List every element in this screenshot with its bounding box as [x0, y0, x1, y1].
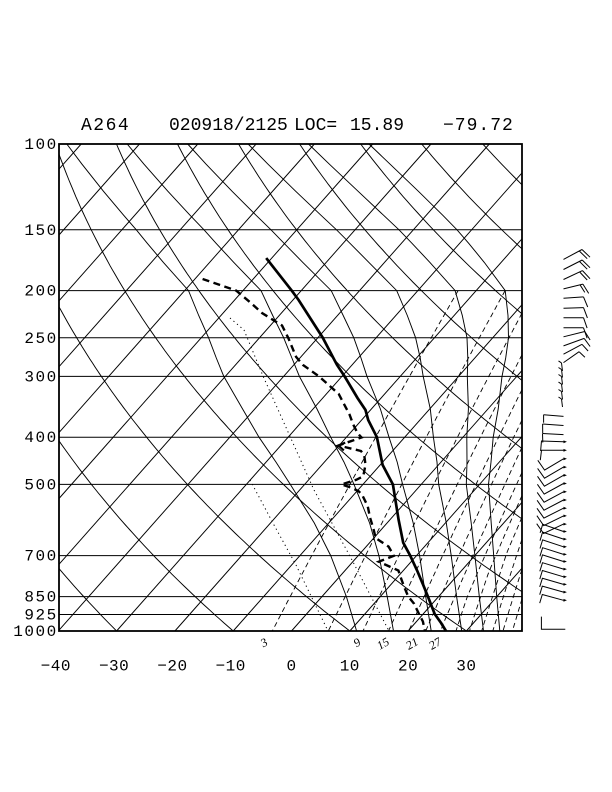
svg-text:−79.72: −79.72	[443, 116, 514, 136]
svg-text:15.89: 15.89	[350, 116, 404, 136]
svg-text:250: 250	[24, 330, 57, 348]
svg-text:300: 300	[24, 368, 57, 386]
svg-text:20: 20	[398, 658, 418, 676]
svg-text:LOC=: LOC=	[294, 116, 337, 136]
svg-text:200: 200	[24, 283, 57, 301]
svg-text:−30: −30	[99, 658, 129, 676]
svg-text:850: 850	[24, 589, 57, 607]
svg-text:0: 0	[286, 658, 296, 676]
svg-text:−20: −20	[157, 658, 187, 676]
svg-text:30: 30	[456, 658, 476, 676]
svg-text:700: 700	[24, 548, 57, 566]
svg-text:150: 150	[24, 222, 57, 240]
svg-text:−10: −10	[216, 658, 246, 676]
svg-text:−40: −40	[41, 658, 71, 676]
svg-text:10: 10	[340, 658, 360, 676]
svg-text:925: 925	[24, 607, 57, 625]
svg-text:A264: A264	[81, 116, 130, 136]
svg-text:400: 400	[24, 429, 57, 447]
svg-text:1000: 1000	[13, 623, 57, 641]
svg-text:020918/2125: 020918/2125	[169, 116, 288, 136]
svg-text:100: 100	[24, 136, 57, 154]
svg-text:500: 500	[24, 476, 57, 494]
